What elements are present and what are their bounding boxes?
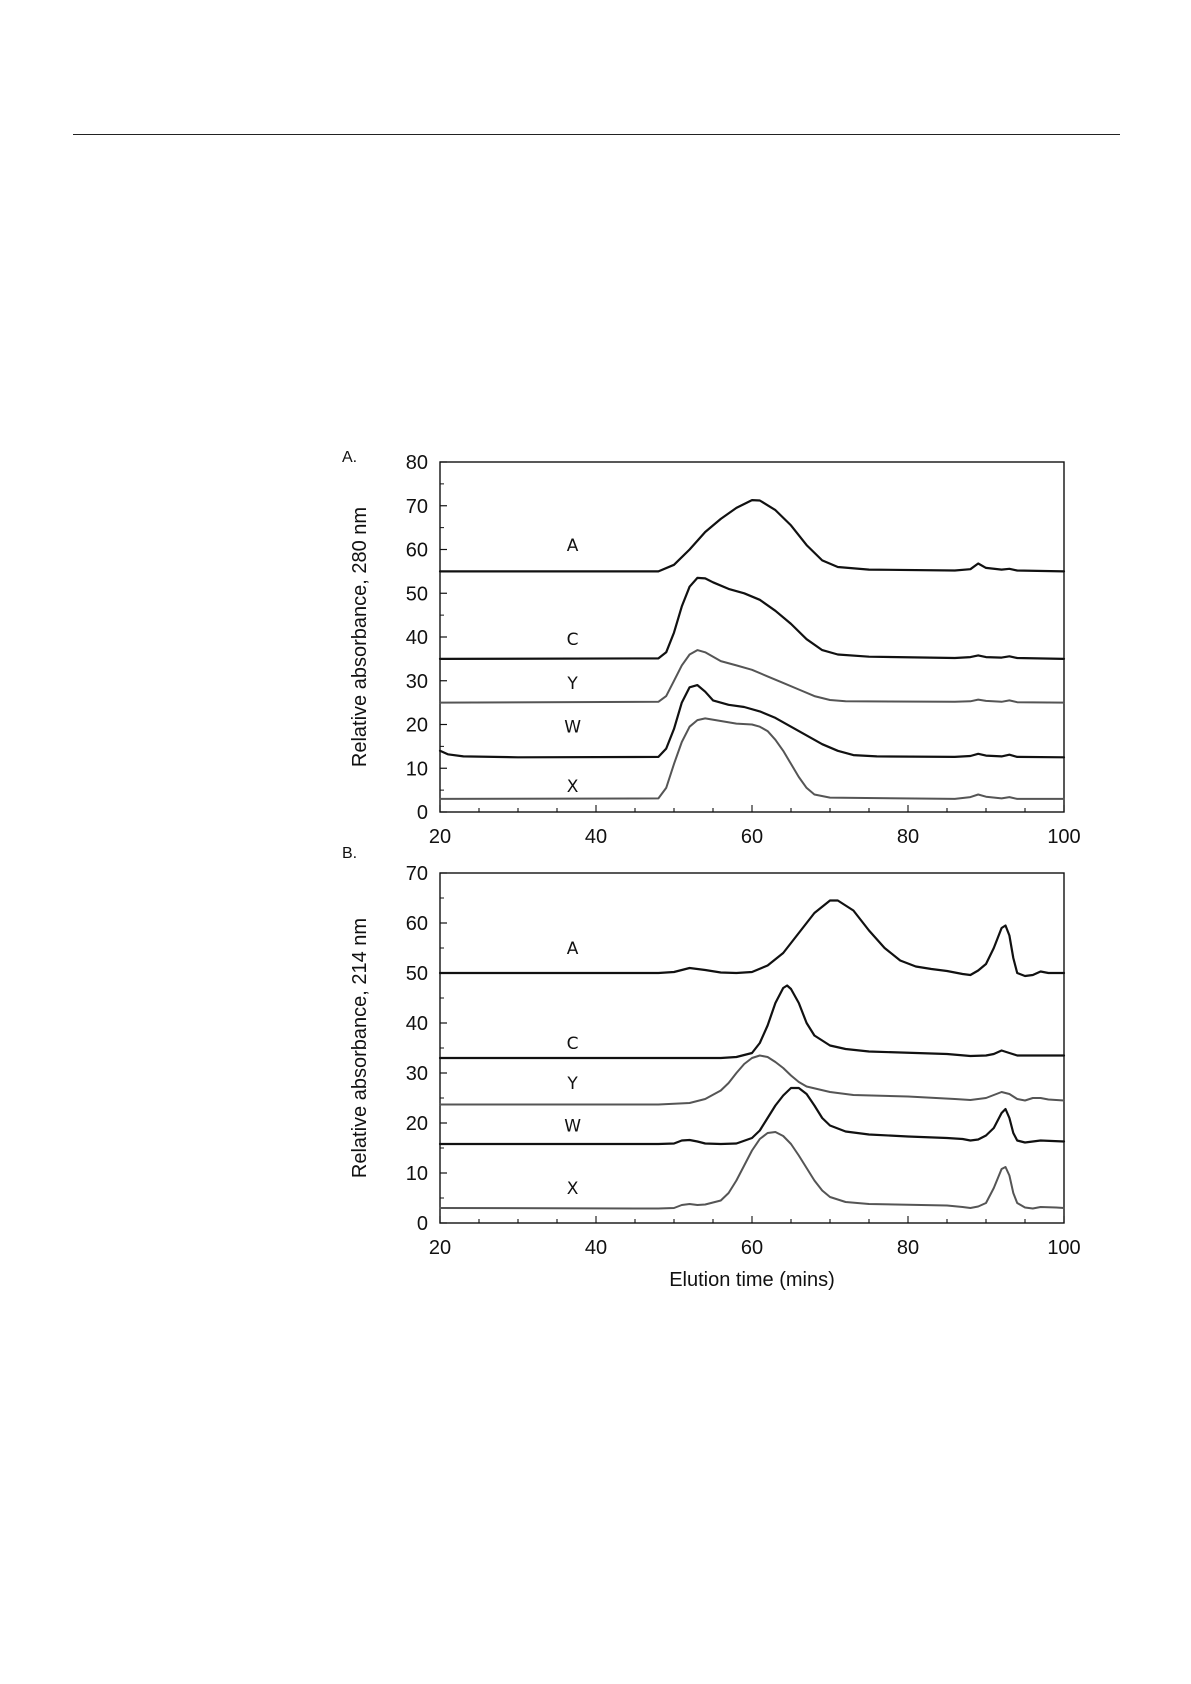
- y-tick-label: 0: [417, 1213, 428, 1235]
- x-tick-label: 80: [897, 1237, 919, 1259]
- y-tick-label: 30: [406, 1063, 428, 1085]
- series-line-a: [438, 499, 1066, 573]
- series-line-c: [438, 984, 1066, 1060]
- y-tick-label: 30: [406, 671, 428, 693]
- series-line-x: [439, 1131, 1065, 1210]
- y-tick-label: 50: [406, 583, 428, 605]
- panel-label: A.: [342, 449, 357, 466]
- x-tick-label: 60: [741, 826, 763, 848]
- y-tick-label: 10: [406, 758, 428, 780]
- series-label-x: X: [567, 1179, 579, 1199]
- y-axis-title: Relative absorbance, 214 nm: [349, 918, 371, 1178]
- y-tick-label: 80: [406, 452, 428, 474]
- y-tick-label: 20: [406, 1113, 428, 1135]
- series-line-y: [439, 649, 1065, 704]
- x-tick-label: 100: [1047, 1237, 1080, 1259]
- page-top-rule: [73, 134, 1120, 135]
- series-label-y: Y: [566, 1074, 578, 1094]
- x-tick-label: 40: [585, 1237, 607, 1259]
- y-tick-label: 70: [406, 496, 428, 518]
- x-tick-label: 20: [429, 826, 451, 848]
- y-tick-label: 60: [406, 913, 428, 935]
- y-tick-label: 0: [417, 802, 428, 824]
- series-label-c: C: [567, 1034, 579, 1054]
- y-axis-title: Relative absorbance, 280 nm: [349, 507, 371, 767]
- x-tick-label: 60: [741, 1237, 763, 1259]
- x-tick-label: 40: [585, 826, 607, 848]
- series-label-a: A: [567, 939, 579, 959]
- panel-label: B.: [342, 845, 357, 862]
- series-line-w: [438, 1086, 1066, 1146]
- plot-frame: [439, 461, 1065, 813]
- series-line-y: [439, 1054, 1065, 1106]
- series-label-w: W: [564, 718, 581, 738]
- y-tick-label: 50: [406, 963, 428, 985]
- y-tick-label: 70: [406, 863, 428, 885]
- x-tick-label: 100: [1047, 826, 1080, 848]
- series-label-a: A: [567, 536, 579, 556]
- series-label-x: X: [567, 777, 579, 797]
- series-line-w: [438, 684, 1066, 759]
- y-tick-label: 60: [406, 540, 428, 562]
- series-label-y: Y: [566, 674, 578, 694]
- series-label-w: W: [564, 1117, 581, 1137]
- x-axis-title: Elution time (mins): [669, 1269, 835, 1291]
- series-line-x: [439, 717, 1065, 800]
- plot-frame: [439, 872, 1065, 1224]
- x-tick-label: 20: [429, 1237, 451, 1259]
- y-tick-label: 40: [406, 627, 428, 649]
- series-line-a: [438, 899, 1066, 978]
- series-label-c: C: [567, 630, 579, 650]
- y-tick-label: 40: [406, 1013, 428, 1035]
- series-line-c: [438, 576, 1066, 660]
- panel-a-chart: A. 0 10 20 30 40 50 60 70 80 20 40 60 80 100 Relative a…: [342, 449, 1081, 848]
- x-tick-label: 80: [897, 826, 919, 848]
- y-tick-label: 10: [406, 1163, 428, 1185]
- panel-b-chart: B. 0 10 20 30 40 50 60 70 20 40 60 80 100 Relative abs…: [342, 845, 1081, 1291]
- y-tick-label: 20: [406, 715, 428, 737]
